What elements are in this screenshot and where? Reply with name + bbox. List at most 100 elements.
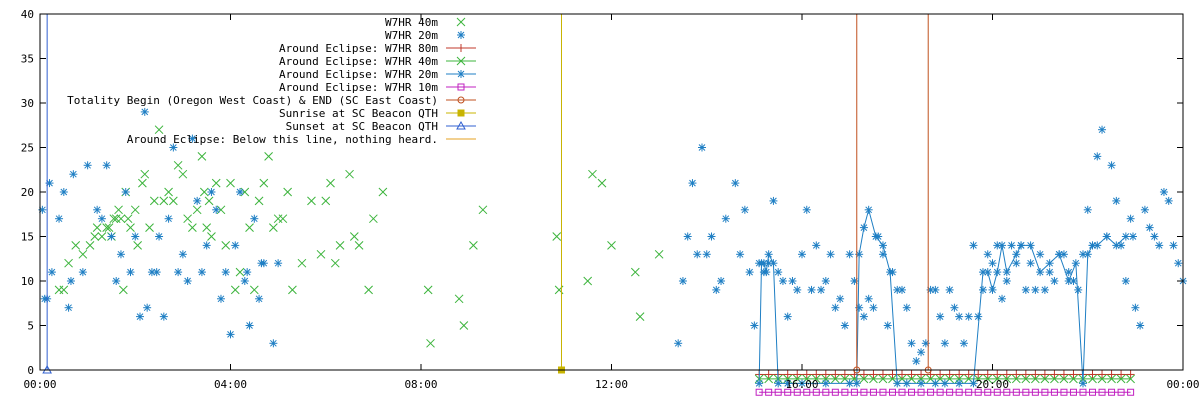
series-0-point-stroke bbox=[552, 232, 562, 241]
series-4-point-stroke bbox=[765, 250, 773, 258]
series-2-point bbox=[793, 370, 802, 379]
series-3-point-stroke bbox=[783, 374, 793, 384]
series-0-point-stroke bbox=[330, 258, 340, 268]
series-3-point-stroke bbox=[878, 374, 888, 384]
series-1-point-stroke bbox=[184, 277, 191, 285]
series-5-point bbox=[1079, 388, 1087, 396]
series-3-point-stroke bbox=[859, 374, 869, 384]
series-4-point bbox=[1071, 259, 1080, 268]
series-5-point bbox=[1031, 388, 1039, 396]
series-1-point bbox=[107, 232, 116, 241]
legend-marker-5 bbox=[457, 83, 465, 91]
series-1-point-stroke bbox=[803, 206, 811, 214]
series-1-point-stroke bbox=[722, 215, 730, 223]
series-1-point bbox=[216, 294, 225, 303]
series-4-point bbox=[1121, 232, 1130, 241]
series-1-point bbox=[1050, 277, 1059, 285]
series-1-point-stroke bbox=[679, 277, 687, 285]
series-0-point bbox=[168, 196, 178, 206]
series-1-point-stroke bbox=[141, 108, 149, 116]
series-3-point-stroke bbox=[764, 374, 774, 384]
series-1-point-stroke bbox=[674, 339, 682, 347]
series-1-point bbox=[907, 339, 916, 348]
series-4-point-stroke bbox=[903, 379, 911, 387]
series-1-point-stroke bbox=[865, 295, 873, 303]
series-4-point bbox=[878, 241, 887, 250]
series-1-point bbox=[678, 277, 687, 285]
series-1-point-stroke bbox=[69, 170, 77, 178]
series-0-point-stroke bbox=[269, 223, 278, 232]
series-0-point-stroke bbox=[321, 196, 331, 206]
series-4-point bbox=[1112, 241, 1121, 250]
series-0-point bbox=[307, 196, 316, 206]
series-1-point-stroke bbox=[160, 313, 168, 320]
series-1-point-stroke bbox=[1041, 286, 1049, 294]
plot-area bbox=[38, 14, 1187, 396]
series-1-point bbox=[155, 232, 164, 241]
series-0-point bbox=[354, 241, 364, 250]
series-1-point-stroke bbox=[1008, 242, 1015, 249]
series-1-point-stroke bbox=[1084, 206, 1092, 214]
series-0-point bbox=[85, 241, 95, 250]
series-1-point bbox=[1107, 161, 1116, 170]
series-0-point bbox=[316, 249, 326, 259]
series-3-point bbox=[1097, 374, 1107, 384]
series-4-point bbox=[1055, 250, 1064, 259]
series-5-point bbox=[879, 388, 887, 396]
series-4-point bbox=[845, 379, 854, 388]
series-0-point-stroke bbox=[102, 223, 112, 232]
series-1-point bbox=[964, 312, 973, 321]
series-0-point-stroke bbox=[423, 285, 433, 295]
series-4-point bbox=[774, 379, 783, 388]
series-0-point bbox=[221, 241, 231, 250]
series-5-point bbox=[1117, 388, 1125, 396]
series-1-point-stroke bbox=[1036, 250, 1044, 258]
series-1-point-stroke bbox=[1003, 277, 1011, 285]
series-1-point bbox=[231, 241, 240, 250]
series-1-point bbox=[917, 348, 926, 357]
series-0-point-stroke bbox=[583, 276, 593, 286]
series-0-point bbox=[188, 223, 197, 232]
series-1-point bbox=[1174, 259, 1183, 268]
series-0-point bbox=[199, 187, 209, 197]
series-3-point-stroke bbox=[1069, 374, 1078, 384]
series-4-point-stroke bbox=[1093, 242, 1101, 249]
series-0-point bbox=[588, 169, 597, 179]
series-4-point-stroke bbox=[1046, 259, 1054, 267]
series-1-point-stroke bbox=[955, 313, 963, 320]
series-1-point bbox=[717, 277, 726, 285]
series-0-point-stroke bbox=[283, 187, 293, 197]
series-0-point-stroke bbox=[199, 187, 209, 197]
series-3-point-stroke bbox=[1107, 374, 1116, 384]
series-1-point bbox=[845, 250, 854, 259]
series-2-point bbox=[821, 370, 830, 379]
series-1-point-stroke bbox=[836, 295, 844, 303]
series-4-point bbox=[755, 379, 764, 388]
series-5-point bbox=[1060, 388, 1068, 396]
series-4-point bbox=[931, 379, 940, 388]
series-0-point bbox=[211, 178, 221, 188]
series-1-point-stroke bbox=[784, 313, 792, 320]
series-4-point-stroke bbox=[822, 379, 830, 387]
series-1-point-stroke bbox=[946, 286, 953, 294]
series-0-point bbox=[288, 285, 297, 295]
series-1-point bbox=[950, 303, 959, 312]
series-0-point bbox=[54, 285, 64, 295]
series-0-point bbox=[269, 223, 278, 232]
series-4-point bbox=[1064, 277, 1073, 285]
series-4-point-stroke bbox=[931, 379, 939, 387]
series-0-point bbox=[109, 214, 119, 224]
series-1-point bbox=[721, 214, 730, 223]
series-2-point bbox=[1117, 370, 1126, 379]
series-0-point-stroke bbox=[178, 169, 188, 179]
series-1-point bbox=[931, 285, 940, 294]
series-1-point-stroke bbox=[117, 250, 125, 258]
series-1-point-stroke bbox=[860, 313, 868, 320]
series-2-point bbox=[945, 370, 954, 379]
series-0-point-stroke bbox=[354, 241, 364, 250]
series-0-point bbox=[114, 205, 123, 215]
series-1-point bbox=[1040, 285, 1049, 294]
series-5-point bbox=[1089, 388, 1097, 396]
legend-sample-1 bbox=[457, 31, 465, 39]
